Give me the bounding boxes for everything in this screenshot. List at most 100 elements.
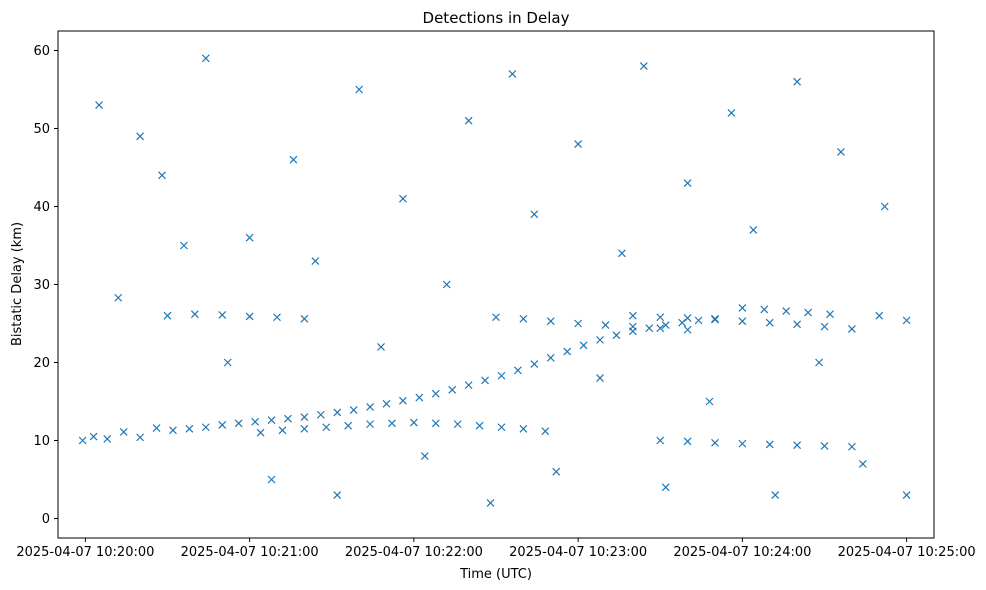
x-tick-label: 2025-04-07 10:22:00 [345,545,483,560]
y-axis-label: Bistatic Delay (km) [10,222,25,346]
data-point [448,385,457,394]
data-point [694,316,703,325]
data-point [574,319,583,328]
x-axis-label: Time (UTC) [459,567,532,582]
y-tick-label: 50 [33,122,50,137]
data-point [300,413,309,422]
data-point [399,396,407,405]
data-point [256,428,265,437]
data-point [656,324,665,333]
x-tick-label: 2025-04-07 10:23:00 [509,545,647,560]
data-point [530,210,539,219]
data-point [765,440,774,449]
data-point [322,423,331,432]
data-point [267,416,276,425]
data-point [201,54,210,63]
data-point [727,108,736,117]
data-point [180,241,188,250]
data-point [596,335,604,344]
data-point [711,438,719,447]
data-point [366,403,374,411]
data-point [765,318,774,327]
data-point [399,194,407,203]
data-point [738,439,747,448]
data-point [508,69,517,78]
data-point [705,397,714,406]
data-point [366,420,374,429]
data-point [218,310,227,319]
data-point [431,419,440,428]
data-point [541,427,550,436]
data-point [771,491,780,500]
data-point [201,423,210,432]
data-point [574,140,583,149]
data-point [683,437,692,446]
data-point [596,374,604,383]
data-point [683,314,692,322]
data-point [218,420,227,429]
data-point [464,381,473,390]
data-point [300,424,309,433]
data-point [552,467,561,476]
data-point [661,483,670,492]
data-points [78,54,911,507]
data-point [815,358,823,367]
data-point [382,399,391,408]
y-axis-ticks: 0 10 20 30 40 50 60 [33,44,58,527]
data-point [453,420,462,429]
data-point [163,311,172,320]
data-point [300,314,309,323]
data-point [601,321,610,329]
data-point [837,147,845,156]
data-point [749,225,758,234]
data-point [158,171,166,180]
data-point [645,324,654,333]
data-point [875,311,884,320]
data-point [114,293,123,302]
data-point [820,442,829,450]
data-point [409,418,418,427]
data-point [804,308,812,317]
data-point [278,426,287,435]
data-point [234,419,243,428]
data-point [826,310,834,319]
data-point [519,314,528,323]
data-point [782,307,791,315]
x-axis-ticks: 2025-04-07 10:20:00 2025-04-07 10:21:00 20… [16,538,976,560]
data-point [377,342,385,351]
data-point [245,312,254,321]
data-point [519,424,528,433]
data-point [902,491,911,500]
data-point [95,101,103,110]
chart-title: Detections in Delay [423,9,570,27]
data-point [820,322,829,331]
y-tick-label: 20 [33,356,50,371]
data-point [349,406,358,415]
data-point [78,436,87,445]
data-point [136,433,145,442]
data-point [481,376,489,385]
x-tick-label: 2025-04-07 10:20:00 [16,545,154,560]
data-point [612,331,621,340]
data-point [420,452,429,461]
data-point [902,316,911,325]
data-point [546,353,555,362]
data-point [245,233,254,242]
data-point [289,155,298,164]
data-point [431,389,440,398]
data-point [760,305,769,314]
data-point [311,257,320,266]
data-point [683,325,692,334]
data-point [355,85,364,94]
y-tick-label: 60 [33,44,50,59]
data-point [546,317,555,326]
data-point [880,202,889,211]
x-tick-label: 2025-04-07 10:24:00 [673,545,811,560]
data-point [793,77,802,86]
data-point [656,436,665,445]
data-point [333,408,342,417]
y-tick-label: 10 [33,434,50,449]
y-tick-label: 0 [42,512,50,527]
data-point [738,317,747,326]
